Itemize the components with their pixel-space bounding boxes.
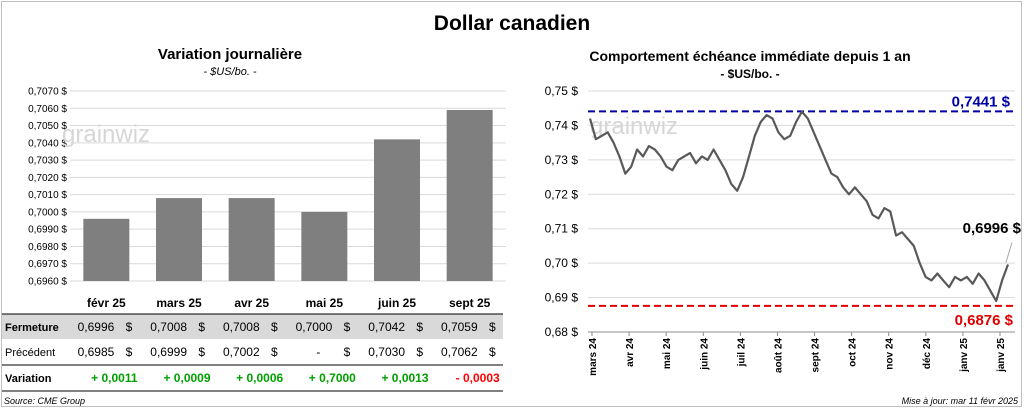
last-value-leader (1005, 242, 1013, 263)
table-cell-value: 0,7002 (223, 345, 260, 359)
table-cell-value: 0,7000 (296, 320, 333, 334)
y-tick-label: 0,73 $ (545, 153, 579, 167)
bar (446, 110, 493, 281)
table-cell-currency: $ (344, 345, 351, 359)
left-panel-title: Variation journalière (157, 46, 303, 63)
watermark: grainwiz (62, 121, 150, 148)
x-tick-label: avr 25 (234, 296, 269, 310)
table-cell-change: + 0,7000 (309, 371, 356, 385)
y-tick-label: 0,7020 $ (28, 173, 67, 184)
y-tick-label: 0,6980 $ (28, 242, 67, 253)
y-tick-label: 0,7010 $ (28, 190, 67, 201)
x-tick-label: mai 25 (306, 296, 344, 310)
y-tick-label: 0,69 $ (545, 291, 579, 305)
x-tick-label: janv 25 (996, 338, 1007, 373)
y-tick-label: 0,6960 $ (28, 277, 67, 288)
table-cell-value: 0,6985 (78, 345, 115, 359)
table-cell-value: 0,7062 (441, 345, 478, 359)
y-tick-label: 0,7040 $ (28, 138, 67, 149)
table-cell-value: - (316, 345, 320, 359)
x-tick-label: déc 24 (922, 338, 933, 370)
x-tick-label: oct 24 (848, 338, 859, 367)
y-tick-label: 0,7030 $ (28, 156, 67, 167)
source-note: Source: CME Group (4, 396, 86, 406)
y-tick-label: 0,72 $ (545, 187, 579, 201)
x-tick-label: juin 25 (377, 296, 416, 310)
table-cell-currency: $ (489, 345, 496, 359)
y-tick-label: 0,70 $ (545, 256, 579, 270)
update-note: Mise à jour: mar 11 févr 2025 (901, 396, 1018, 406)
bar-chart: 0,6960 $ 0,6970 $ 0,6980 $ 0,6990 $ 0,7000 $… (2, 87, 506, 392)
table-cell-value: 0,7008 (150, 320, 187, 334)
table-cell-change: + 0,0013 (381, 371, 428, 385)
bar (301, 211, 348, 281)
last-value-label: 0,6996 $ (963, 220, 1022, 237)
x-tick-label: avr 24 (625, 338, 636, 367)
table-cell-currency: $ (198, 320, 205, 334)
y-tick-label: 0,7000 $ (28, 207, 67, 218)
price-series-line (588, 110, 1010, 303)
table-row-label: Précédent (5, 347, 55, 359)
table-cell-value: 0,7042 (368, 320, 405, 334)
bar (156, 198, 202, 281)
high-label: 0,7441 $ (952, 93, 1011, 110)
x-tick-label: sept 24 (811, 338, 822, 373)
y-tick-label: 0,7060 $ (28, 104, 67, 115)
table-cell-currency: $ (416, 345, 423, 359)
x-tick-label: sept 25 (449, 296, 491, 310)
table-cell-currency: $ (126, 320, 133, 334)
y-tick-label: 0,6990 $ (28, 225, 67, 236)
x-tick-label: nov 24 (885, 338, 896, 370)
x-tick-label: août 24 (773, 338, 784, 373)
table-row-shade (2, 314, 503, 339)
page-title: Dollar canadien (433, 12, 591, 35)
right-panel-subtitle: - $US/bo. - (720, 67, 780, 81)
y-tick-label: 0,74 $ (545, 118, 579, 132)
table-row-label: Variation (5, 373, 52, 385)
x-tick-label: juil 24 (736, 338, 747, 368)
x-tick-label: juin 24 (699, 338, 710, 371)
x-tick-label: mars 24 (588, 338, 599, 376)
table-cell-currency: $ (271, 320, 278, 334)
y-tick-label: 0,7070 $ (28, 87, 67, 98)
y-tick-label: 0,75 $ (545, 84, 579, 98)
left-panel-subtitle: - $US/bo. - (203, 66, 257, 78)
y-tick-label: 0,71 $ (545, 222, 579, 236)
table-cell-change: + 0,0009 (163, 371, 210, 385)
bar (374, 139, 420, 281)
table-cell-currency: $ (489, 320, 496, 334)
low-label: 0,6876 $ (955, 312, 1014, 329)
right-panel-title: Comportement échéance immédiate depuis 1… (589, 48, 911, 64)
x-tick-label: janv 25 (959, 338, 970, 373)
y-tick-label: 0,7050 $ (28, 121, 67, 132)
x-tick-label: févr 25 (87, 296, 126, 310)
table-cell-value: 0,7059 (441, 320, 478, 334)
table-cell-currency: $ (271, 345, 278, 359)
table-cell-value: 0,6999 (150, 345, 187, 359)
x-tick-label: mai 24 (662, 338, 673, 370)
table-cell-value: 0,7008 (223, 320, 260, 334)
table-cell-value: 0,6996 (78, 320, 115, 334)
table-cell-currency: $ (198, 345, 205, 359)
y-tick-label: 0,6970 $ (28, 259, 67, 270)
table-cell-currency: $ (344, 320, 351, 334)
table-cell-currency: $ (126, 345, 133, 359)
bar (83, 218, 130, 281)
table-cell-change: + 0,0011 (91, 371, 138, 385)
x-tick-label: mars 25 (156, 296, 202, 310)
table-cell-change: - 0,0003 (456, 371, 500, 385)
watermark: grainwiz (590, 113, 678, 140)
bar (228, 198, 275, 281)
table-cell-currency: $ (416, 320, 423, 334)
table-cell-change: + 0,0006 (236, 371, 283, 385)
table-cell-value: 0,7030 (368, 345, 405, 359)
table-row-label: Fermeture (5, 322, 59, 334)
y-tick-label: 0,68 $ (545, 325, 579, 339)
